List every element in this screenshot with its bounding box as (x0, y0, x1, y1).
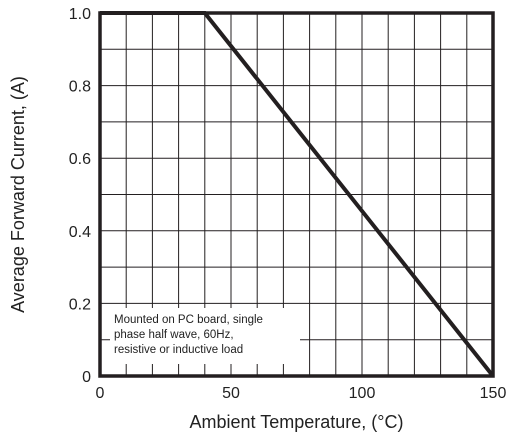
x-tick-label: 50 (222, 385, 240, 402)
grid (100, 13, 493, 376)
y-tick-label: 0.6 (69, 151, 91, 168)
plot-frame (98, 11, 495, 378)
x-axis-label: Ambient Temperature, (°C) (190, 412, 404, 432)
annotation: Mounted on PC board, single phase half wa… (110, 308, 300, 364)
y-tick-label: 0.4 (69, 224, 91, 241)
annotation-line: phase half wave, 60Hz, (114, 329, 234, 341)
y-tick-label: 0.2 (69, 296, 91, 313)
annotation-line: resistive or inductive load (114, 344, 243, 356)
y-tick-label: 0 (82, 369, 91, 386)
annotation-box (110, 308, 300, 364)
y-tick-label: 1.0 (69, 6, 91, 23)
x-tick-label: 100 (349, 385, 376, 402)
x-tick-label: 150 (480, 385, 507, 402)
x-tick-label: 0 (96, 385, 105, 402)
y-axis-label: Average Forward Current, (A) (8, 76, 28, 313)
tick-labels: 0 50 100 150 0 0.2 0.4 0.6 0.8 1.0 (69, 6, 507, 402)
annotation-line: Mounted on PC board, single (114, 314, 263, 326)
y-tick-label: 0.8 (69, 79, 91, 96)
